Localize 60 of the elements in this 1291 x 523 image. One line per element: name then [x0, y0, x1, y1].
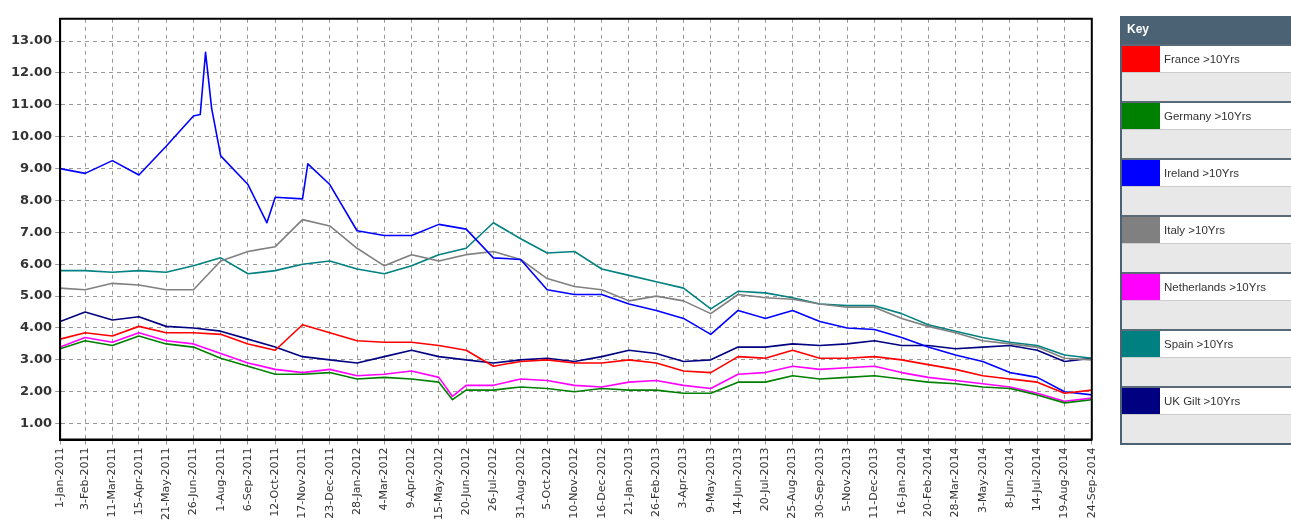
x-tick-label: 11-Mar-2011	[105, 447, 119, 518]
x-tick-label: 3-May-2014	[975, 447, 989, 514]
x-tick-label: 26-Feb-2013	[649, 447, 663, 517]
x-tick-label: 16-Jan-2014	[894, 447, 908, 516]
legend-label: Spain >10Yrs	[1164, 338, 1234, 350]
x-tick-label: 14-Jun-2013	[730, 447, 744, 516]
y-tick-label: 8.00	[20, 191, 53, 207]
y-tick-label: 3.00	[20, 351, 53, 367]
x-tick-label: 26-Jul-2012	[486, 447, 500, 512]
y-tick-label: 12.00	[11, 64, 53, 80]
legend-label: France >10Yrs	[1164, 53, 1240, 65]
y-tick-label: 5.00	[20, 287, 53, 303]
y-tick-label: 9.00	[20, 159, 53, 175]
legend-label: Netherlands >10Yrs	[1164, 281, 1266, 293]
x-tick-label: 4-Mar-2012	[377, 447, 391, 511]
y-tick-label: 10.00	[11, 128, 53, 144]
x-tick-label: 5-Oct-2012	[540, 447, 554, 510]
x-tick-label: 19-Aug-2014	[1057, 447, 1071, 519]
x-tick-label: 20-Feb-2014	[921, 447, 935, 517]
x-tick-label: 9-May-2013	[703, 447, 717, 514]
y-tick-label: 7.00	[20, 223, 53, 239]
x-tick-label: 3-Apr-2013	[676, 447, 690, 509]
x-tick-label: 5-Nov-2013	[840, 447, 853, 512]
x-tick-label: 25-Aug-2013	[785, 447, 799, 519]
x-tick-label: 14-Jul-2014	[1030, 447, 1044, 512]
x-tick-label: 8-Jun-2014	[1002, 447, 1016, 509]
x-tick-label: 17-Nov-2011	[295, 447, 309, 519]
x-tick-label: 21-Jan-2013	[621, 447, 635, 516]
x-tick-label: 31-Aug-2012	[513, 447, 527, 519]
y-tick-label: 13.00	[11, 32, 53, 48]
y-tick-label: 2.00	[20, 383, 53, 399]
x-tick-label: 15-Apr-2011	[131, 447, 145, 516]
legend-label: Italy >10Yrs	[1164, 224, 1226, 236]
x-tick-label: 12-Oct-2011	[268, 447, 282, 517]
x-tick-label: 11-Dec-2013	[867, 447, 881, 519]
y-tick-label: 1.00	[20, 414, 53, 430]
x-tick-label: 26-Jun-2011	[186, 447, 200, 516]
x-tick-label: 9-Apr-2012	[404, 447, 418, 509]
x-tick-label: 30-Sep-2013	[812, 447, 826, 519]
x-tick-label: 3-Feb-2011	[77, 447, 91, 510]
y-tick-label: 6.00	[20, 255, 53, 271]
x-tick-label: 10-Nov-2012	[567, 447, 581, 519]
x-tick-label: 20-Jul-2013	[758, 447, 772, 512]
x-tick-label: 20-Jun-2012	[458, 447, 472, 516]
x-tick-label: 15-May-2012	[431, 447, 445, 521]
legend-title: Key	[1122, 18, 1291, 44]
y-tick-label: 11.00	[11, 96, 53, 112]
x-tick-label: 21-May-2011	[159, 447, 173, 521]
legend-label: UK Gilt >10Yrs	[1164, 395, 1241, 407]
y-tick-label: 4.00	[20, 319, 53, 335]
legend-label: Ireland >10Yrs	[1164, 167, 1240, 179]
legend-label: Germany >10Yrs	[1164, 110, 1252, 122]
x-tick-label: 28-Mar-2014	[948, 447, 962, 518]
x-tick-label: 1-Jan-2011	[52, 447, 66, 509]
x-tick-label: 28-Jan-2012	[349, 447, 363, 516]
x-tick-label: 24-Sep-2014	[1084, 447, 1098, 519]
x-tick-label: 23-Dec-2011	[322, 447, 336, 519]
x-tick-label: 6-Sep-2011	[240, 447, 254, 512]
x-tick-label: 16-Dec-2012	[594, 447, 608, 519]
x-tick-label: 1-Aug-2011	[213, 447, 227, 512]
